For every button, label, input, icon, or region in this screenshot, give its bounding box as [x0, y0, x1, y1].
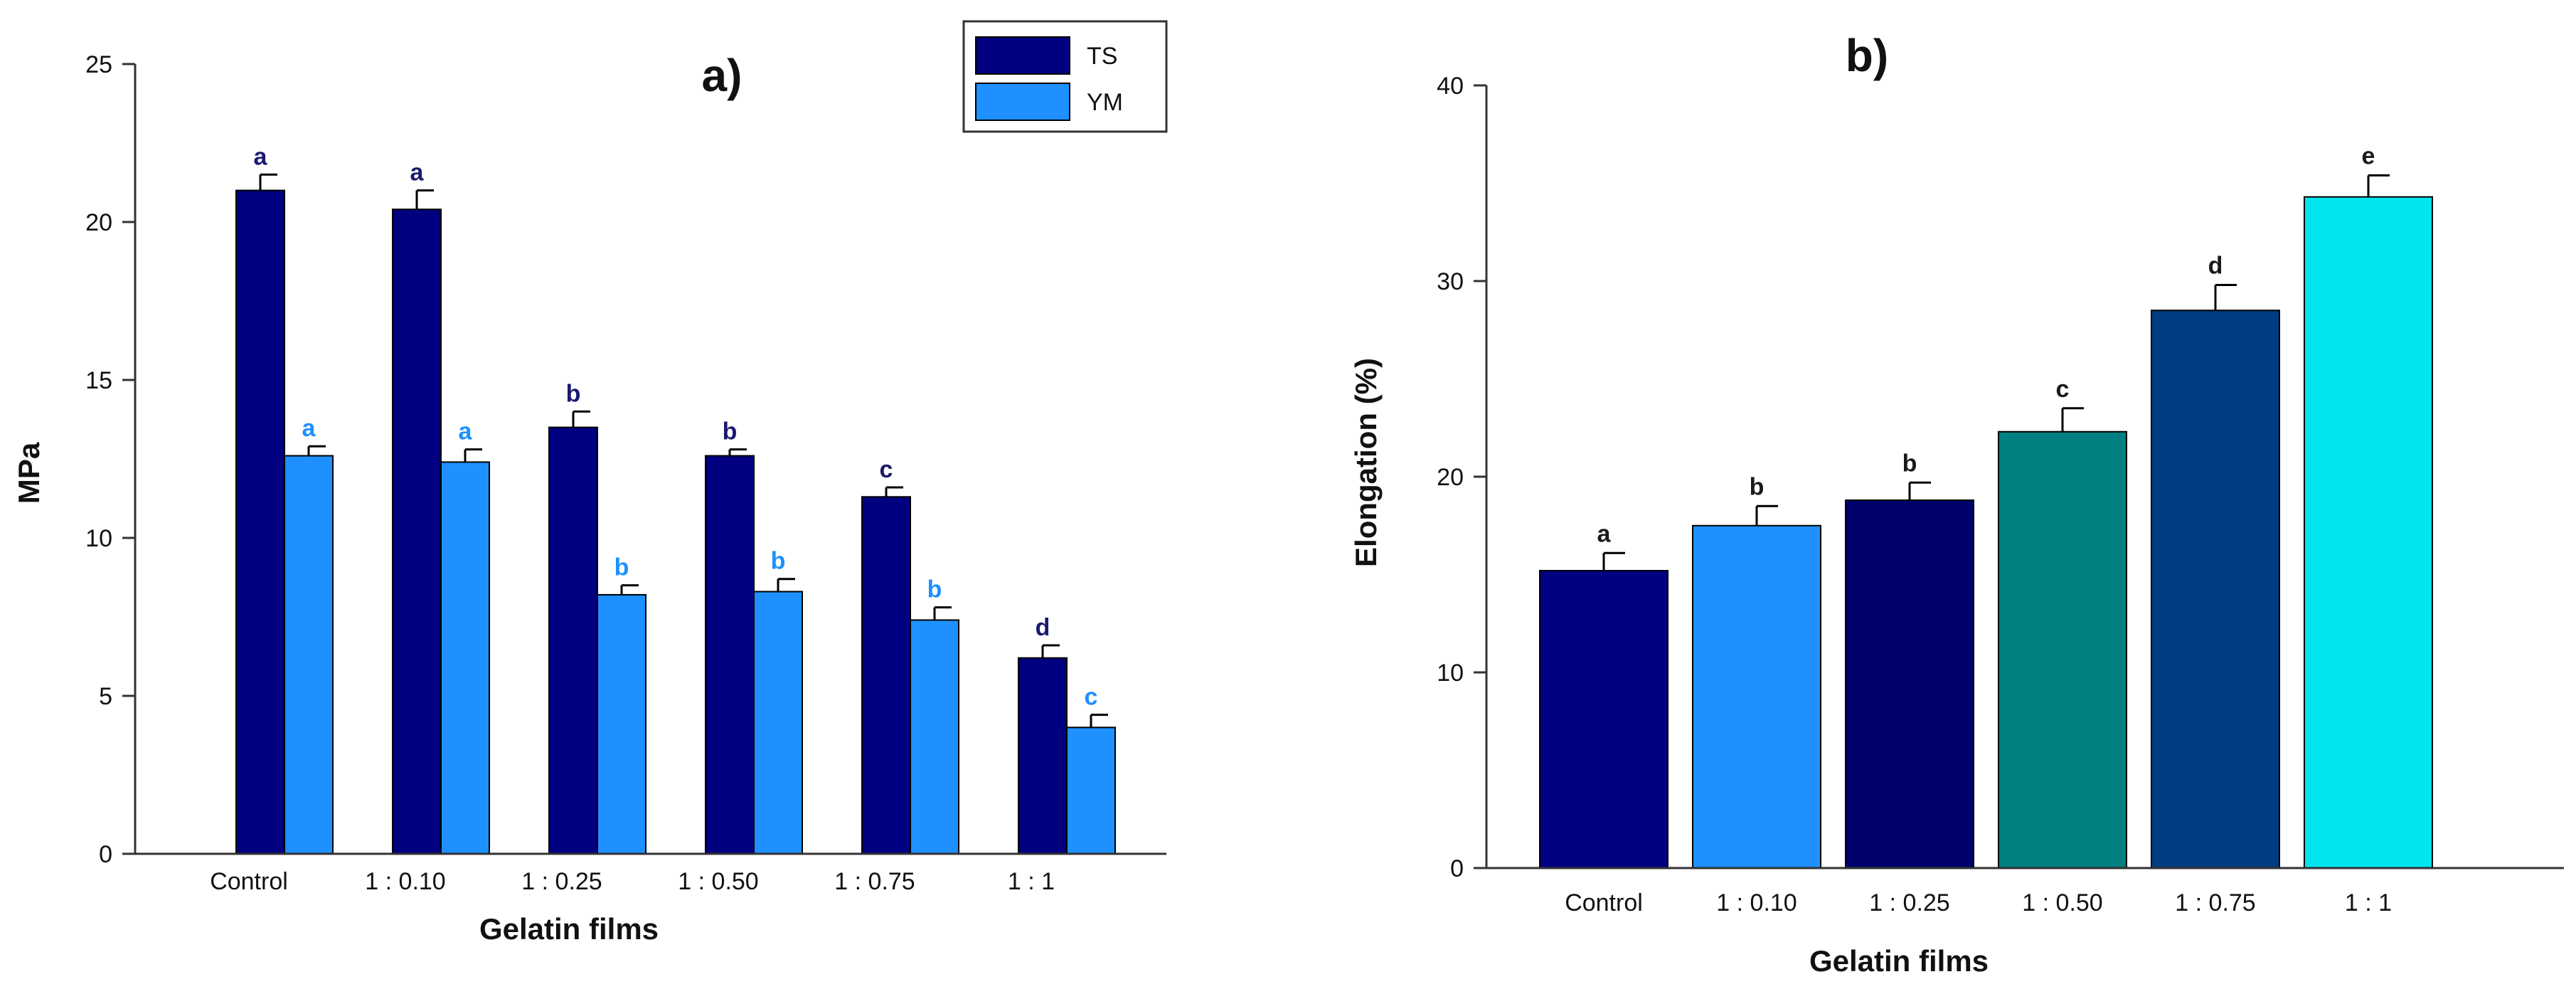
chart-a-bar-ts-1-0-25	[548, 426, 598, 855]
chart-a-bar-ym-1-0-10	[440, 461, 490, 855]
chart-a-bar-ts-1-0-75	[861, 496, 911, 855]
chart-a-bar-ym-control	[284, 455, 334, 855]
legend-label-ts: TS	[1087, 43, 1117, 70]
chart-b-panel-label: b)	[1846, 30, 1888, 81]
chart-b-y-tick-label-20: 20	[1437, 464, 1464, 491]
legend-label-ym: YM	[1087, 89, 1123, 116]
chart-a-letter-ts-control: a	[254, 143, 268, 170]
chart-b-x-axis-title: Gelatin films	[1809, 944, 1989, 978]
chart-a-y-axis-title: MPa	[12, 442, 46, 504]
chart-b-bar-1-0-50	[1998, 430, 2127, 869]
chart-b-letter-1-0-75: d	[2208, 253, 2223, 280]
chart-a-y-tick-label-10: 10	[85, 525, 112, 552]
chart-b-bar-1-0-10	[1692, 524, 1821, 869]
legend-swatch-ts	[975, 36, 1070, 75]
chart-b-x-tick-labels: Control 1 : 0.10 1 : 0.25 1 : 0.50 1 : 0.75 1…	[1565, 889, 2392, 916]
chart-b-x-tick-label-control: Control	[1565, 889, 1643, 916]
chart-a-bar-ts-1-1	[1018, 657, 1068, 855]
chart-b-x-tick-label-1-0-25: 1 : 0.25	[1869, 889, 1949, 916]
chart-a-significance-letters: a a b b c d a a b b b c	[254, 143, 1098, 710]
chart-b-error-bars	[1602, 174, 2390, 571]
chart-a-letter-ts-1-0-50: b	[723, 418, 738, 445]
chart-a-bar-ym-1-0-50	[753, 591, 803, 855]
chart-a-bar-ts-control	[235, 189, 285, 855]
chart-a-legend: TS YM	[962, 20, 1168, 133]
chart-a-error-bars	[259, 173, 1108, 728]
chart-a-bar-ym-1-0-25	[597, 593, 646, 855]
chart-a-letter-ts-1-1: d	[1036, 614, 1050, 641]
chart-a-x-tick-label-1-1: 1 : 1	[1008, 868, 1055, 895]
chart-a-y-tick-label-15: 15	[85, 367, 112, 394]
chart-b-significance-letters: a b b c d e	[1597, 143, 2375, 548]
chart-a-letter-ts-1-0-75: c	[880, 456, 893, 483]
chart-a-letter-ym-1-0-50: b	[771, 548, 786, 575]
chart-b-x-tick-label-1-0-50: 1 : 0.50	[2022, 889, 2102, 916]
chart-a-bars	[235, 189, 1116, 855]
chart-a-letter-ym-1-0-25: b	[614, 554, 629, 581]
chart-b-letter-1-0-50: c	[2056, 376, 2070, 403]
chart-b-letter-1-0-25: b	[1902, 450, 1917, 477]
chart-b-y-tick-label-0: 0	[1450, 855, 1464, 882]
chart-a-x-tick-label-1-0-25: 1 : 0.25	[521, 868, 602, 895]
chart-b-bar-1-0-25	[1845, 499, 1974, 869]
chart-a-letter-ym-1-1: c	[1085, 684, 1098, 711]
chart-b-bars	[1539, 196, 2433, 869]
chart-a-letter-ts-1-0-10: a	[410, 159, 425, 186]
chart-b-x-tick-label-1-0-10: 1 : 0.10	[1716, 889, 1797, 916]
chart-a-x-axis-title: Gelatin films	[479, 912, 659, 946]
chart-a-x-tick-labels: Control 1 : 0.10 1 : 0.25 1 : 0.50 1 : 0.75 1…	[210, 868, 1055, 895]
chart-a-x-tick-label-control: Control	[210, 868, 288, 895]
chart-a-y-tick-label-5: 5	[99, 683, 112, 710]
chart-a-y-ticks: 0 5 10 15 20 25	[85, 51, 135, 868]
chart-b-y-axis-title: Elongation (%)	[1349, 358, 1383, 567]
chart-a-bar-ym-1-0-75	[910, 619, 959, 855]
chart-b-letter-control: a	[1597, 520, 1612, 547]
chart-a-x-tick-label-1-0-50: 1 : 0.50	[678, 868, 758, 895]
chart-a-y-tick-label-20: 20	[85, 209, 112, 236]
chart-a-y-tick-label-25: 25	[85, 51, 112, 78]
chart-a-panel-label: a)	[702, 50, 743, 101]
chart-a-letter-ym-1-0-75: b	[927, 576, 942, 603]
chart-a-x-tick-label-1-0-75: 1 : 0.75	[834, 868, 915, 895]
chart-a-bar-ts-1-0-50	[705, 455, 755, 855]
chart-b-y-tick-label-40: 40	[1437, 73, 1464, 100]
chart-a-x-tick-label-1-0-10: 1 : 0.10	[365, 868, 445, 895]
chart-a-bar-ts-1-0-10	[392, 208, 442, 855]
chart-b-y-tick-label-30: 30	[1437, 268, 1464, 295]
chart-a-letter-ym-control: a	[302, 415, 316, 442]
chart-b-y-ticks: 0 10 20 30 40	[1437, 73, 1486, 882]
chart-b-letter-1-0-10: b	[1750, 473, 1765, 500]
chart-b-y-tick-label-10: 10	[1437, 660, 1464, 687]
chart-panel-a: 0 5 10 15 20 25 a a b b c d a a b b b c Control 1 : 0.10 1…	[12, 20, 1168, 946]
chart-b-x-tick-label-1-0-75: 1 : 0.75	[2175, 889, 2255, 916]
chart-b-x-tick-label-1-1: 1 : 1	[2345, 889, 2392, 916]
chart-panel-b: 0 10 20 30 40 a b b c d e Control 1 : 0.10 1 : 0.25…	[1349, 30, 2564, 978]
legend-swatch-ym	[975, 83, 1070, 121]
chart-a-y-tick-label-0: 0	[99, 841, 112, 868]
chart-b-bar-1-0-75	[2151, 310, 2280, 869]
chart-b-bar-control	[1539, 570, 1668, 869]
chart-a-letter-ym-1-0-10: a	[459, 418, 473, 445]
chart-b-bar-1-1	[2304, 196, 2433, 869]
chart-a-letter-ts-1-0-25: b	[566, 380, 581, 407]
chart-a-bar-ym-1-1	[1066, 726, 1116, 855]
chart-b-letter-1-1: e	[2362, 143, 2375, 170]
